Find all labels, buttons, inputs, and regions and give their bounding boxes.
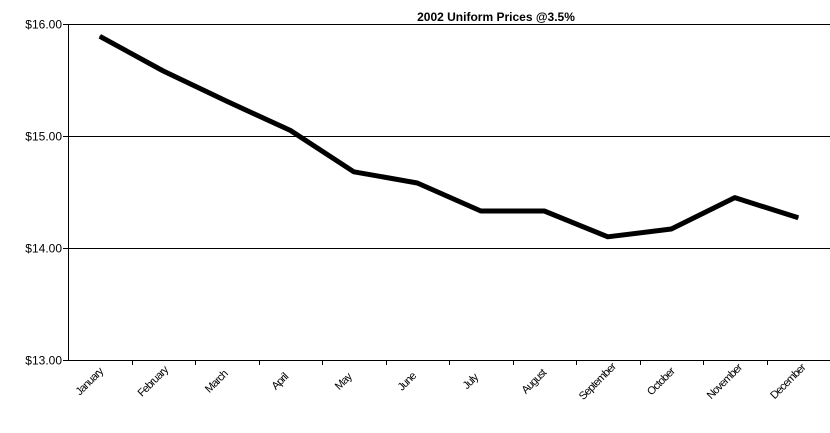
x-tick-label: December [768, 361, 809, 402]
x-tick-label: October [645, 365, 678, 398]
x-tick-label: June [396, 370, 420, 394]
y-tick-label: $14.00 [25, 242, 62, 256]
y-tick-label: $13.00 [25, 354, 62, 368]
series-layer [98, 34, 800, 240]
x-tick-label: April [270, 371, 291, 392]
data-point [289, 129, 291, 131]
data-point [353, 171, 355, 173]
x-tick-label: March [203, 368, 231, 396]
x-tick-label: August [519, 367, 549, 397]
x-tick-label: February [136, 363, 172, 399]
axes [68, 24, 830, 365]
x-axis-tick-labels: January February March April May June July Augu… [74, 360, 809, 402]
x-tick-label: September [577, 360, 619, 402]
x-tick-label: May [333, 370, 355, 392]
y-tick-label: $15.00 [25, 130, 62, 144]
series-line [98, 34, 800, 240]
data-point [480, 210, 482, 212]
data-point [734, 197, 736, 199]
x-tick-label: January [74, 365, 107, 398]
data-point [797, 217, 799, 219]
x-tick-label: July [461, 371, 482, 392]
data-point [226, 100, 228, 102]
data-point [99, 35, 101, 37]
data-point [607, 236, 609, 238]
data-point [416, 182, 418, 184]
x-tick-label: November [705, 361, 746, 402]
gridlines [63, 24, 830, 361]
y-axis-tick-labels: $16.00 $15.00 $14.00 $13.00 [25, 18, 62, 368]
y-tick-label: $16.00 [25, 18, 62, 32]
chart-title: 2002 Uniform Prices @3.5% [417, 10, 575, 24]
data-point [162, 70, 164, 72]
data-point [670, 228, 672, 230]
data-point [543, 210, 545, 212]
